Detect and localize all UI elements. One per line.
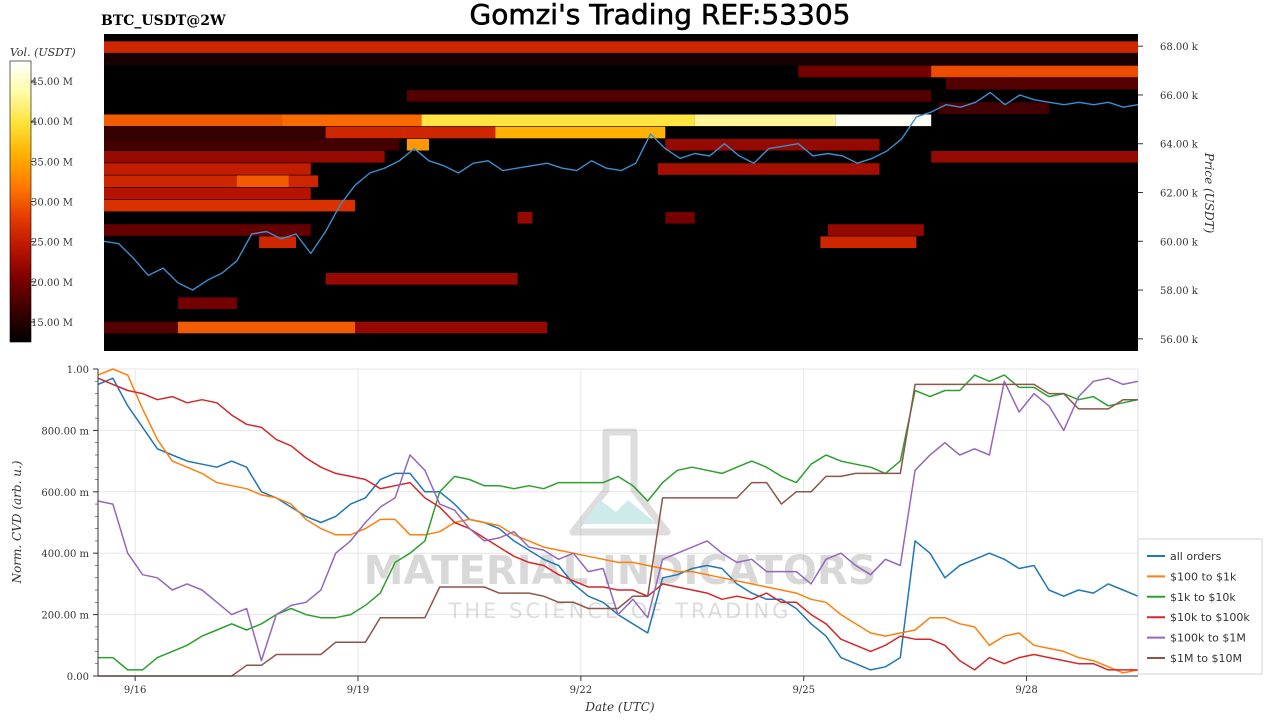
price-tick-label: 62.00 k: [1160, 189, 1199, 200]
heatmap-band: [421, 114, 695, 127]
heatmap-band: [694, 114, 836, 127]
cvd-series-line: [97, 368, 1139, 674]
colorbar-tick-label: 40.00 M: [31, 117, 73, 128]
heatmap-band: [177, 321, 356, 334]
cvd-y-tick-label: 400.00 m: [41, 549, 89, 560]
heatmap-band: [931, 151, 1138, 163]
price-tick-label: 60.00 k: [1160, 237, 1199, 248]
heatmap-band: [820, 236, 917, 248]
colorbar-tick-label: 25.00 M: [31, 238, 73, 249]
heatmap-band: [406, 138, 429, 151]
heatmap-band: [104, 321, 178, 334]
heatmap-bands: [104, 41, 1138, 334]
heatmap-band: [104, 151, 385, 163]
colorbar-tick-label: 20.00 M: [31, 278, 73, 289]
heatmap-band: [946, 77, 1138, 90]
heatmap-band: [104, 41, 1138, 53]
price-line: [103, 91, 1139, 291]
legend-label: $100 to $1k: [1170, 570, 1237, 583]
heatmap-band: [104, 187, 311, 200]
heatmap-band: [931, 65, 1138, 78]
heatmap-band: [104, 224, 311, 236]
heatmap-band: [665, 212, 695, 224]
colorbar: Vol. (USDT) 45.00 M 40.00 M 35.00 M 30.00 M…: [9, 46, 76, 343]
cvd-y-tick-label: 200.00 m: [41, 611, 89, 622]
heatmap-band: [281, 114, 422, 127]
colorbar-label: Vol. (USDT): [10, 46, 76, 59]
watermark-sub: THE SCIENCE OF TRADING: [448, 599, 792, 623]
price-tick-label: 56.00 k: [1160, 335, 1199, 346]
cvd-series-line: [98, 383, 1138, 677]
heatmap-band: [665, 138, 880, 151]
cvd-x-tick-label: 9/22: [570, 685, 592, 696]
cvd-y-tick-label: 600.00 m: [41, 488, 89, 499]
heatmap-band: [835, 114, 932, 127]
cvd-y-tick-label: 1.00: [67, 365, 89, 376]
cvd-x-tick-label: 9/28: [1015, 685, 1037, 696]
legend-label: $1k to $10k: [1170, 591, 1236, 604]
cvd-axes: 0.00 200.00 m 400.00 m 600.00 m 800.00 m 1.00…: [41, 365, 1138, 696]
cvd-series-line: [97, 377, 1138, 671]
price-tick-label: 66.00 k: [1160, 91, 1199, 102]
colorbar-tick-label: 35.00 M: [31, 157, 73, 168]
heatmap-band: [325, 273, 518, 285]
heatmap-band: [104, 114, 282, 127]
heatmap-band: [406, 90, 932, 102]
colorbar-tick-label: 30.00 M: [31, 198, 73, 209]
heatmap-band: [517, 212, 533, 224]
cvd-x-axis-label: Date (UTC): [584, 700, 654, 714]
heatmap-band: [104, 175, 319, 187]
cvd-series-line: [98, 374, 1139, 671]
cvd-lines: [97, 368, 1139, 677]
heatmap-band: [104, 126, 326, 139]
heatmap-band: [325, 126, 496, 139]
legend-label: all orders: [1170, 550, 1222, 563]
cvd-x-tick-label: 9/16: [124, 685, 146, 696]
price-tick-label: 58.00 k: [1160, 286, 1199, 297]
colorbar-ticks: 45.00 M 40.00 M 35.00 M 30.00 M 25.00 M 20.00…: [31, 77, 73, 329]
legend-label: $10k to $100k: [1170, 611, 1250, 624]
heatmap-band: [177, 297, 237, 309]
heatmap-band: [104, 53, 1138, 66]
price-tick-label: 64.00 k: [1160, 140, 1199, 151]
heatmap-panel: 68.00 k 66.00 k 64.00 k 62.00 k 60.00 k 58.00…: [103, 34, 1216, 351]
heatmap-band: [104, 163, 311, 175]
legend-box: [1137, 538, 1263, 675]
cvd-panel: MATERIAL INDICATORS THE SCIENCE OF TRADI…: [10, 365, 1263, 714]
legend-label: $1M to $10M: [1170, 652, 1242, 665]
cvd-y-axis-label: Norm. CVD (arb. u.): [10, 460, 24, 584]
price-axis-label: Price (USDT): [1202, 152, 1216, 234]
cvd-y-tick-label: 0.00: [67, 672, 89, 683]
heatmap-band: [657, 163, 880, 175]
heatmap-band: [938, 102, 1050, 114]
heatmap-band: [827, 224, 924, 236]
cvd-y-tick-label: 800.00 m: [41, 426, 89, 437]
colorbar-gradient: [9, 60, 32, 343]
heatmap-band: [236, 175, 289, 187]
colorbar-tick-label: 15.00 M: [31, 318, 73, 329]
heatmap-band: [104, 138, 400, 151]
chart-title: Gomzi's Trading REF:53305: [470, 0, 851, 31]
cvd-legend: all orders $100 to $1k $1k to $10k $10k to …: [1137, 538, 1263, 675]
price-tick-label: 68.00 k: [1160, 42, 1199, 53]
cvd-x-tick-label: 9/25: [792, 685, 814, 696]
heatmap-band: [259, 236, 296, 248]
price-axis: 68.00 k 66.00 k 64.00 k 62.00 k 60.00 k 58.00…: [1138, 42, 1199, 346]
heatmap-band: [104, 199, 356, 212]
symbol-label: BTC_USDT@2W: [101, 13, 226, 29]
flask-icon: [569, 428, 671, 536]
heatmap-band: [355, 321, 548, 334]
legend-label: $100k to $1M: [1170, 632, 1246, 645]
heatmap-band: [495, 126, 666, 139]
cvd-x-tick-label: 9/19: [347, 685, 369, 696]
colorbar-tick-label: 45.00 M: [31, 77, 73, 88]
cvd-series-line: [97, 377, 1139, 662]
